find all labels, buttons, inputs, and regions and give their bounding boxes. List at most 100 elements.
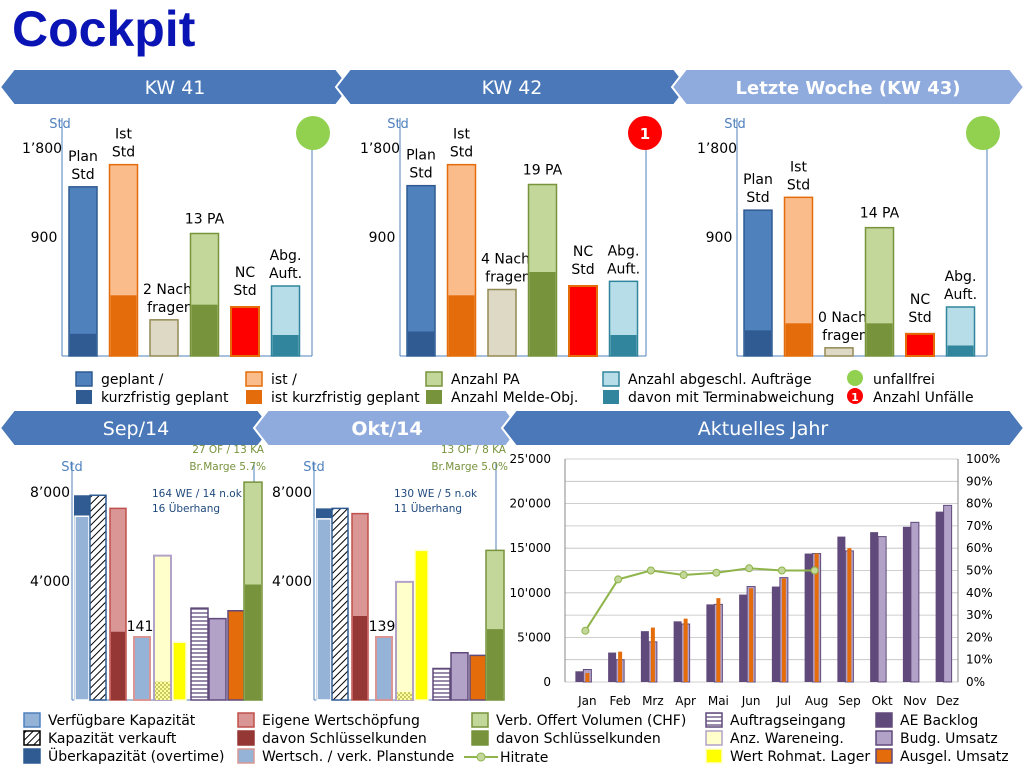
- y-unit-label: Std: [387, 117, 409, 132]
- bar-verfuegbare-kapazitaet: [316, 518, 332, 701]
- legend-swatch: [76, 390, 92, 404]
- legend-plan: geplant / kurzfristig geplant: [75, 371, 229, 406]
- bar-pa-melde: [191, 304, 218, 356]
- bar-wareneingang-sub: [397, 692, 412, 700]
- bar-budg-umsatz: [208, 617, 227, 701]
- bar-offert-schluessel: [245, 584, 261, 700]
- tick-label: 70%: [966, 519, 993, 533]
- tick-label: 10%: [966, 653, 993, 667]
- legend-swatch: [75, 371, 93, 387]
- bar-budg-umsatz: [943, 504, 953, 683]
- bar-wareneingang-sub: [155, 681, 170, 700]
- bar-label: Ist: [453, 127, 470, 143]
- note-label: 164 WE / 14 n.ok: [152, 488, 243, 500]
- accident-badge-icon: [847, 388, 863, 404]
- bar-label: 4 Nach-: [481, 252, 535, 268]
- y-unit-label: Std: [61, 460, 83, 475]
- bar-ae-backlog: [935, 511, 944, 682]
- bar-ae-backlog: [608, 652, 617, 682]
- monthly-chart-2: Std 8’000 4’000 139 130 WE / 5 n.ok 11 Überha…: [272, 444, 508, 701]
- bar-offert-schluessel: [487, 629, 503, 700]
- bar-label: Ist: [115, 127, 132, 143]
- bar-ae-backlog: [575, 671, 584, 682]
- banner-jahr-label: Aktuelles Jahr: [698, 418, 829, 440]
- bar-ausgel-umsatz: [469, 654, 487, 701]
- legend-label: davon Schlüsselkunden: [496, 731, 661, 747]
- bar-anz-wareneingang: [153, 554, 172, 701]
- bar-label: Auft.: [607, 261, 640, 277]
- tick-label: 80%: [966, 497, 993, 511]
- weekly-chart-2: Std 1’800 900 Plan Std Ist Std 4 Nach-fragen 19 …: [360, 116, 662, 357]
- unfallfrei-icon: [296, 116, 330, 150]
- bar-auftragseingang: [432, 667, 451, 701]
- bar-ausgel-umsatz: [585, 673, 590, 682]
- legend-swatch: [237, 712, 255, 728]
- bar-ae-backlog: [739, 594, 748, 682]
- bar-label: 19 PA: [523, 163, 563, 179]
- banner-kw43-shape: [670, 68, 1024, 106]
- bar-kapazitaet-verkauft: [331, 507, 349, 701]
- tick-label: 30%: [966, 608, 993, 622]
- legend-marker: [476, 752, 486, 762]
- bar-label: NC: [910, 292, 930, 308]
- bar-label: 0 Nach-: [818, 310, 872, 326]
- note-label: Br.Marge 5.7%: [189, 461, 266, 473]
- tick-label: 100%: [966, 452, 1000, 466]
- weekly-chart-3: Std 1’800 900 Plan Std Ist Std 0 Nach-fragen 14 …: [697, 116, 1000, 358]
- legend-label: ist /: [271, 372, 297, 388]
- bar-label: Abg.: [270, 248, 302, 264]
- year-chart: 25'000 20'000 15'000 10'000 5'000 0 100% 90% 80%…: [510, 452, 1001, 708]
- weekly-chart-1: Std 1’800 900 Plan Std Ist Std 2 Nach-fragen 13 …: [22, 116, 330, 357]
- bar-label: Plan: [743, 172, 773, 188]
- bar-label: Abg.: [608, 243, 640, 259]
- bar-label: 13 PA: [185, 212, 225, 228]
- tick-label: 10'000: [510, 586, 551, 600]
- bar-label: Plan: [406, 148, 436, 164]
- bar-label: Ist: [790, 159, 807, 175]
- y-unit-label: Std: [724, 117, 746, 132]
- bar-budg-umsatz: [910, 521, 920, 683]
- bar-ist-kurz: [785, 323, 812, 356]
- bar-label: NC: [235, 265, 255, 281]
- bar-label: Auft.: [269, 266, 302, 282]
- bar-ist-kurz: [448, 295, 475, 356]
- bar-label: Abg.: [945, 269, 977, 285]
- bar-ausgel-umsatz: [650, 627, 655, 682]
- y-unit-label: Std: [49, 117, 71, 132]
- tick-label: 0%: [966, 675, 985, 689]
- tick-label: 4’000: [30, 574, 70, 590]
- legend-label: Kapazität verkauft: [48, 731, 177, 747]
- banner-kw41-label: KW 41: [145, 77, 206, 99]
- bar-ausgel-umsatz: [847, 548, 852, 682]
- bar-pa-melde: [866, 323, 893, 356]
- unfallfrei-icon: [847, 370, 863, 386]
- legend-swatch: [23, 748, 41, 764]
- legend-label: davon Schlüsselkunden: [262, 731, 427, 747]
- legend-swatch: [705, 748, 723, 764]
- bar-abg-termin: [272, 335, 299, 356]
- legend-swatch: [705, 730, 723, 746]
- bar-abg-termin: [947, 345, 974, 356]
- legend-swatch: [237, 748, 255, 764]
- bar-wertschoepfung-planstunde: [133, 636, 151, 701]
- bar-label: NC: [573, 244, 593, 260]
- month-label: Apr: [675, 694, 696, 708]
- unfallfrei-icon: [966, 116, 1000, 150]
- legend-label: ist kurzfristig geplant: [271, 390, 420, 406]
- month-label: Jul: [776, 694, 791, 708]
- bar-auftragseingang: [190, 607, 209, 701]
- bar-ausgel-umsatz: [716, 598, 721, 682]
- hitrate-point: [614, 575, 623, 584]
- bar-label: Std: [71, 167, 94, 183]
- tick-label: 8’000: [30, 485, 70, 501]
- bar-label: Std: [787, 177, 810, 193]
- legend-label: Budg. Umsatz: [900, 731, 998, 747]
- banner-sep-label: Sep/14: [103, 418, 169, 440]
- note-label: Br.Marge 5.0%: [431, 461, 508, 473]
- bar-schluesselkunden: [353, 616, 367, 700]
- month-label: Mai: [708, 694, 729, 708]
- bar-label: Std: [908, 310, 931, 326]
- legend-swatch: [705, 712, 723, 728]
- legend-label: kurzfristig geplant: [101, 390, 229, 406]
- bar-wert-rohmat: [414, 549, 429, 701]
